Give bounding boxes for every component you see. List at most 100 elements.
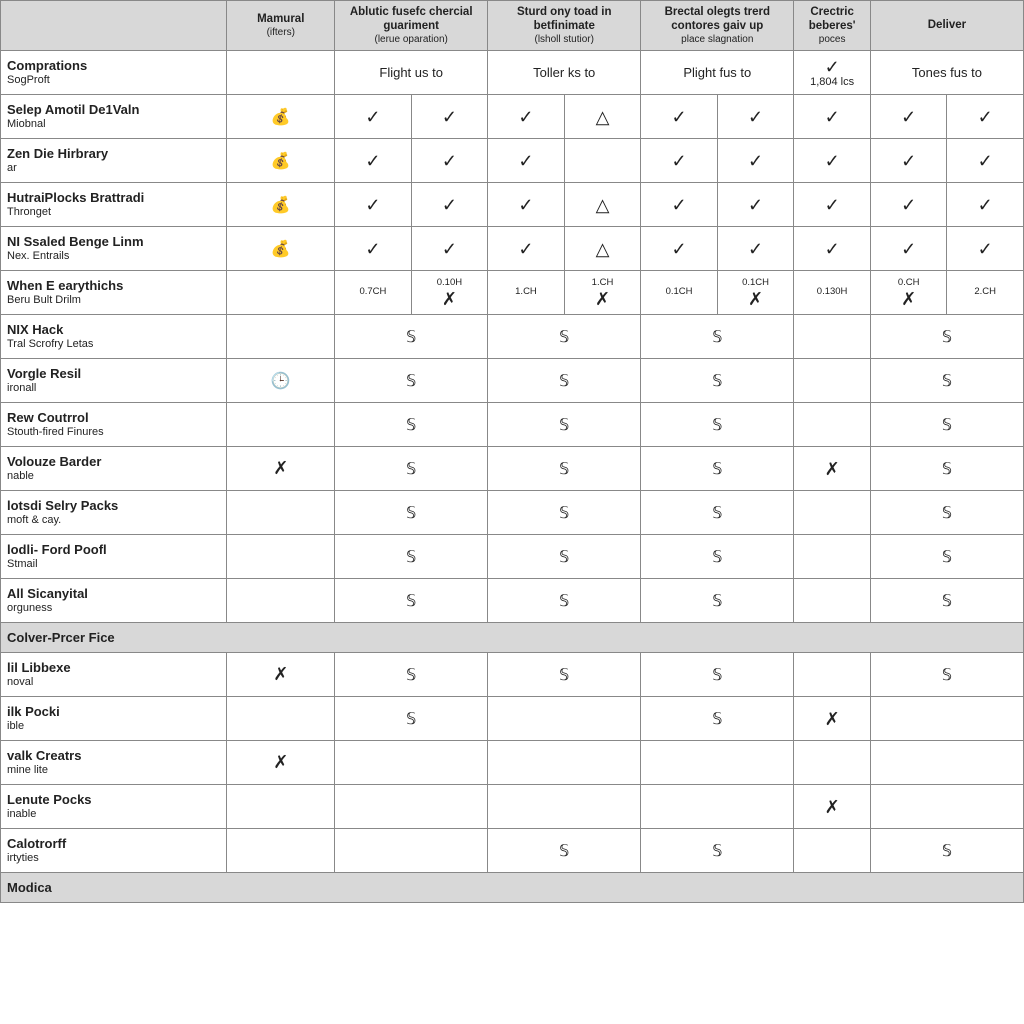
cell (794, 403, 871, 447)
bag-icon (271, 106, 291, 126)
cell (411, 183, 488, 227)
cell-tiny: 0.CH (877, 278, 941, 288)
cell (564, 139, 641, 183)
check-icon (901, 239, 916, 259)
subheader-cell-5: Tones fus to (870, 51, 1023, 95)
cell (488, 139, 565, 183)
col-header-line2: (lerue oparation) (341, 34, 481, 47)
subheader-cell-2: Toller ks to (488, 51, 641, 95)
squig-icon (559, 458, 569, 478)
squig-icon (406, 590, 416, 610)
row-icon (227, 183, 335, 227)
squig-icon (712, 708, 722, 728)
cell: 2.CH (947, 271, 1024, 315)
cell (870, 95, 947, 139)
cell (488, 315, 641, 359)
row-main: ilk Pocki (7, 704, 220, 720)
check-icon (748, 195, 763, 215)
check-icon (978, 239, 993, 259)
cell (488, 535, 641, 579)
cell (794, 653, 871, 697)
cell (794, 579, 871, 623)
table-row: Zen Die Hirbraryar (1, 139, 1024, 183)
cell (947, 139, 1024, 183)
row-label: NIX HackTral Scrofry Letas (1, 315, 227, 359)
cross-icon (273, 458, 288, 478)
col-header-line2: (lsholl stutior) (494, 34, 634, 47)
cell (488, 227, 565, 271)
cell (947, 183, 1024, 227)
check-icon (671, 195, 686, 215)
cell: 0.1CH (641, 271, 718, 315)
col-header-line2: (ifters) (233, 27, 328, 40)
col-header-line1: Sturd ony toad in betfinimate (517, 6, 612, 32)
cell (641, 95, 718, 139)
cell: 0.7CH (335, 271, 412, 315)
cell (870, 535, 1023, 579)
row-label: lil Libbexenoval (1, 653, 227, 697)
row-label: Zen Die Hirbraryar (1, 139, 227, 183)
cell (717, 95, 794, 139)
table-row: Rew CoutrrolStouth-fired Finures (1, 403, 1024, 447)
cell (641, 579, 794, 623)
cell (870, 359, 1023, 403)
squig-icon (406, 326, 416, 346)
row-label: valk Creatrsmine lite (1, 741, 227, 785)
squig-icon (712, 590, 722, 610)
subheader-cell-0 (227, 51, 335, 95)
cell (564, 95, 641, 139)
cell (794, 139, 871, 183)
cell (641, 829, 794, 873)
squig-icon (559, 546, 569, 566)
squig-icon (559, 590, 569, 610)
cross-icon (901, 289, 916, 309)
row-label: Vorgle Resilironall (1, 359, 227, 403)
row-sub: moft & cay. (7, 514, 220, 527)
row-sub: Stmail (7, 558, 220, 571)
cell (870, 403, 1023, 447)
row-sub: Nex. Entrails (7, 250, 220, 263)
cell (335, 139, 412, 183)
cell (564, 183, 641, 227)
row-icon (227, 785, 335, 829)
row-label: Rew CoutrrolStouth-fired Finures (1, 403, 227, 447)
squig-icon (559, 502, 569, 522)
cell (564, 227, 641, 271)
squig-icon (406, 414, 416, 434)
cell (335, 447, 488, 491)
cell (870, 183, 947, 227)
cell (641, 447, 794, 491)
cell (641, 491, 794, 535)
cell (488, 785, 641, 829)
row-main: All Sicanyital (7, 586, 220, 602)
check-icon (671, 107, 686, 127)
check-icon (365, 107, 380, 127)
cell-tiny: 0.10H (418, 278, 482, 288)
col-header-line1: Brectal olegts trerd contores gaiv up (665, 6, 770, 32)
cell (947, 227, 1024, 271)
cell (794, 183, 871, 227)
check-icon (442, 151, 457, 171)
cell (641, 227, 718, 271)
table-row: Volouze Bardernable (1, 447, 1024, 491)
col-header-line1: Deliver (928, 19, 966, 31)
cell (488, 579, 641, 623)
tri-icon (596, 239, 610, 259)
row-icon (227, 271, 335, 315)
cell (794, 829, 871, 873)
cross-icon (442, 289, 457, 309)
squig-icon (406, 546, 416, 566)
check-icon (978, 151, 993, 171)
table-row: lodli- Ford PooflStmail (1, 535, 1024, 579)
squig-icon (712, 458, 722, 478)
table-body: ComprationsSogProftFlight us toToller ks… (1, 51, 1024, 903)
row-sub: noval (7, 676, 220, 689)
col-header-line1: Mamural (257, 13, 304, 25)
cell-tiny: 0.1CH (647, 287, 711, 297)
check-icon (518, 239, 533, 259)
row-icon (227, 579, 335, 623)
cell (641, 741, 794, 785)
squig-icon (942, 370, 952, 390)
cell (794, 359, 871, 403)
cell (870, 227, 947, 271)
